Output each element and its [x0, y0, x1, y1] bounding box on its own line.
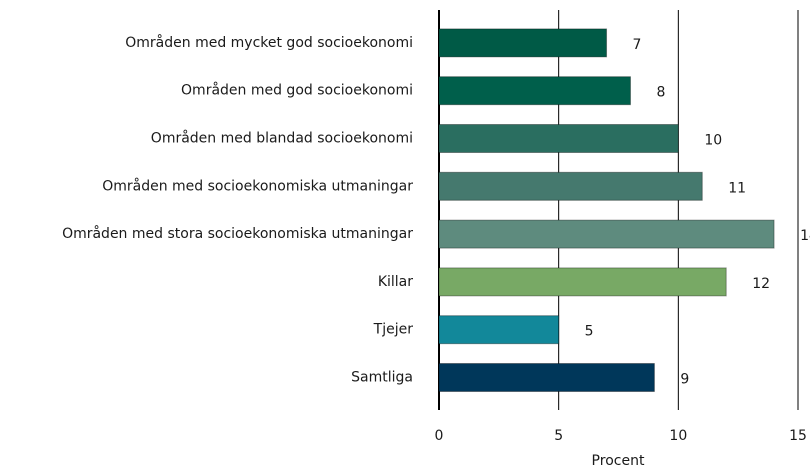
bar	[438, 124, 679, 153]
value-label: 14	[800, 228, 810, 244]
value-label: 7	[633, 37, 642, 53]
bar	[438, 219, 775, 249]
value-label: 10	[704, 133, 722, 149]
value-label: 12	[752, 276, 770, 292]
y-tick-label: Områden med socioekonomiska utmaningar	[102, 177, 413, 194]
x-axis-label: Procent	[592, 453, 645, 468]
bar	[438, 171, 703, 201]
bar	[438, 28, 608, 58]
y-tick-label: Killar	[378, 274, 413, 290]
bar	[438, 363, 655, 392]
value-label: 9	[680, 372, 689, 388]
y-tick-label: Områden med stora socioekonomiska utmani…	[62, 225, 413, 242]
bar	[438, 76, 631, 106]
bar	[438, 315, 560, 345]
value-label: 8	[656, 85, 665, 101]
y-tick-label: Tjejer	[373, 322, 414, 338]
x-tick-label: 10	[669, 428, 687, 444]
x-tick-label: 5	[554, 428, 563, 444]
value-label: 11	[728, 180, 746, 196]
y-tick-label: Områden med mycket god socioekonomi	[125, 34, 413, 51]
x-tick-label: 0	[435, 428, 444, 444]
y-tick-label: Områden med god socioekonomi	[181, 82, 413, 99]
bar	[438, 267, 727, 297]
value-label: 5	[585, 324, 594, 340]
y-tick-label: Samtliga	[351, 370, 413, 386]
y-tick-label: Områden med blandad socioekonomi	[151, 130, 413, 147]
x-tick-label: 15	[789, 428, 807, 444]
